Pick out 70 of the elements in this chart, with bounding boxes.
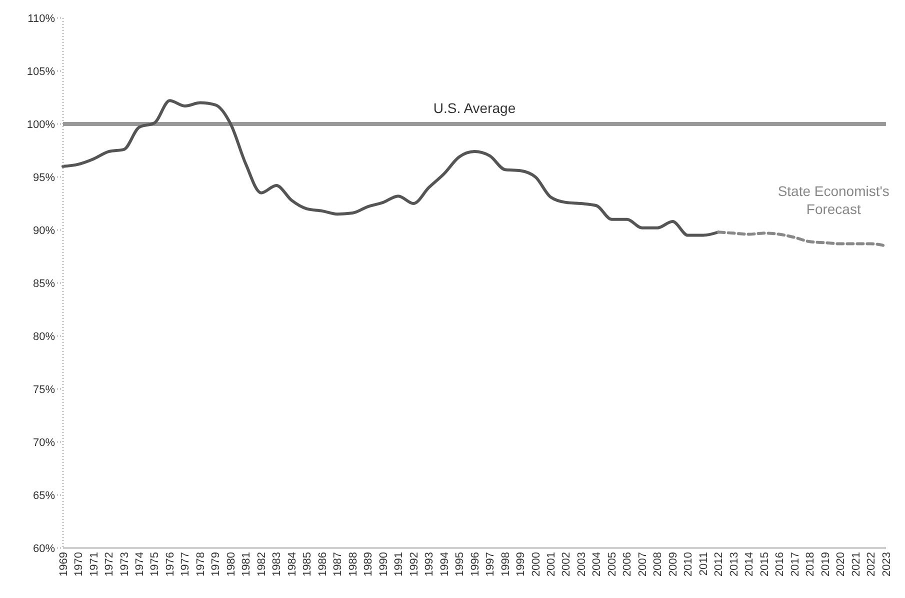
x-tick-label: 1973 — [118, 552, 131, 576]
x-tick-label: 2021 — [850, 552, 862, 576]
x-tick-label: 1970 — [73, 552, 86, 576]
x-tick-label: 1978 — [194, 552, 207, 576]
x-tick-label: 2007 — [636, 552, 649, 576]
x-tick-label: 1980 — [225, 552, 238, 576]
y-tick-label: 75% — [32, 384, 56, 396]
x-tick-label: 1983 — [271, 552, 284, 576]
x-tick-label: 2019 — [820, 552, 832, 576]
x-tick-label: 1981 — [240, 552, 253, 576]
line-series — [716, 230, 888, 248]
x-tick-label: 2014 — [744, 552, 756, 576]
x-tick-label: 1994 — [438, 552, 451, 576]
x-tick-label: 1998 — [500, 552, 512, 576]
x-tick-label: 1969 — [58, 552, 70, 576]
y-tick-label: 110% — [28, 12, 56, 25]
x-tick-label: 1989 — [362, 552, 375, 576]
x-tick-label: 2016 — [774, 552, 786, 576]
y-tick-label: 100% — [26, 118, 56, 131]
y-tick-label: 95% — [32, 172, 56, 184]
x-tick-label: 2000 — [530, 552, 542, 576]
x-tick-label: 2006 — [622, 552, 634, 576]
series-label: State Economist's Forecast — [776, 182, 890, 218]
x-tick-label: 2020 — [835, 552, 848, 576]
x-tick-label: 1982 — [256, 552, 268, 576]
y-tick-label: 60% — [32, 542, 56, 555]
x-tick-label: 2015 — [758, 552, 771, 576]
x-tick-label: 1971 — [88, 552, 100, 576]
x-tick-label: 1979 — [210, 552, 222, 576]
x-tick-label: 2010 — [682, 552, 695, 576]
y-tick-label: 85% — [32, 278, 56, 290]
x-tick-label: 1977 — [180, 552, 192, 576]
x-tick-label: 2004 — [591, 552, 604, 576]
x-tick-label: 2002 — [560, 552, 573, 576]
x-tick-label: 1997 — [484, 552, 497, 576]
x-tick-label: 1996 — [469, 552, 482, 576]
x-tick-label: 1976 — [164, 552, 176, 576]
x-tick-label: 1999 — [515, 552, 528, 576]
x-tick-label: 1991 — [393, 552, 406, 576]
y-tick-label: 90% — [32, 224, 56, 237]
x-tick-label: 1972 — [104, 552, 116, 576]
x-tick-label: 2022 — [866, 552, 878, 576]
x-tick-label: 2012 — [713, 552, 726, 576]
x-tick-label: 1995 — [454, 552, 466, 576]
x-tick-label: 1988 — [347, 552, 360, 576]
x-tick-label: 1975 — [149, 552, 162, 576]
y-tick-label: 70% — [32, 436, 56, 449]
x-tick-label: 2001 — [546, 552, 558, 576]
x-tick-label: 2011 — [698, 552, 710, 576]
y-tick-label: 80% — [32, 330, 56, 343]
x-tick-label: 1993 — [424, 552, 436, 576]
x-tick-label: 2005 — [606, 552, 618, 576]
x-tick-label: 1974 — [134, 552, 146, 576]
x-tick-label: 2008 — [652, 552, 664, 576]
y-tick-label: 65% — [32, 490, 56, 502]
line-series — [62, 99, 720, 237]
ref-line-label: U.S. Average — [433, 100, 516, 116]
x-tick-label: 1984 — [286, 552, 298, 576]
x-tick-label: 1990 — [378, 552, 390, 576]
x-tick-label: 1986 — [316, 552, 329, 576]
y-tick-label: 105% — [26, 66, 56, 78]
x-tick-label: 2023 — [880, 552, 893, 576]
x-tick-label: 2013 — [728, 552, 740, 576]
x-tick-label: 1985 — [302, 552, 314, 576]
x-tick-label: 1992 — [408, 552, 420, 576]
x-tick-label: 1987 — [332, 552, 344, 576]
x-tick-label: 2009 — [667, 552, 680, 576]
x-tick-label: 2003 — [576, 552, 588, 576]
x-tick-label: 2018 — [804, 552, 817, 576]
x-tick-label: 2017 — [789, 552, 802, 576]
